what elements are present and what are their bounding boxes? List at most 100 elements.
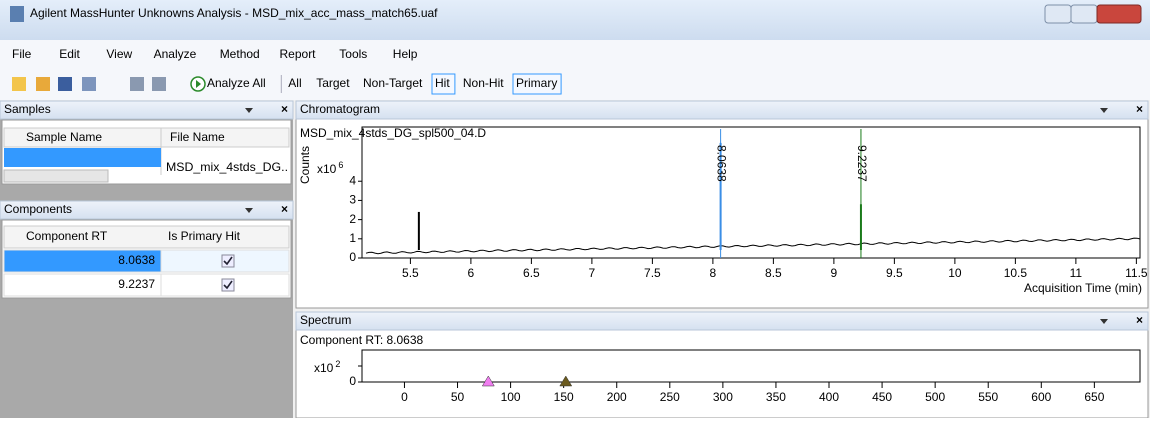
menu-item[interactable]: Help [393,47,418,61]
h-scrollbar[interactable] [3,169,109,183]
x-tick-label: 6 [468,266,475,280]
chromatogram-panel [295,100,1149,309]
panel-dropdown[interactable] [1100,108,1108,113]
menu-item[interactable]: Tools [339,47,367,61]
axis-multiplier: x10 2 [314,359,340,375]
x-tick-label: 350 [766,390,786,404]
toolbar-button[interactable]: All [288,76,301,90]
checkbox[interactable] [221,254,235,268]
panel-dropdown[interactable] [245,208,253,213]
toolbar-icon[interactable] [58,77,72,91]
x-tick-label: 11.5 [1125,266,1148,280]
exponent: 6 [338,160,343,170]
x-tick-label: 500 [925,390,945,404]
spectrum-subtitle: Component RT: 8.0638 [300,333,424,347]
panel-header [0,100,294,120]
row-selector [4,148,161,167]
toolbar-icon[interactable] [152,77,166,91]
x-tick-label: 0 [401,390,408,404]
toolbar-icon[interactable] [36,77,50,91]
menu-item[interactable]: Method [220,47,260,61]
panel-title: Components [4,202,72,216]
toolbar-button[interactable]: Analyze All [207,76,266,90]
x-tick-label: 200 [607,390,627,404]
x-axis-label: Acquisition Time (min) [1024,281,1142,295]
panel-title: Chromatogram [300,102,380,116]
multiplier: x10 [314,361,334,375]
x-tick-label: 650 [1084,390,1104,404]
window-title: Agilent MassHunter Unknowns Analysis - M… [30,6,438,20]
toolbar-button[interactable]: Target [316,76,350,90]
menu-item[interactable]: Analyze [154,47,197,61]
toolbar-icon[interactable] [82,77,96,91]
panel-dropdown[interactable] [245,108,253,113]
spectrum-marker [481,375,495,387]
y-tick-label: 0 [349,374,356,388]
axis-multiplier: x10 6 [317,160,343,176]
panel-title: Spectrum [300,313,351,327]
y-tick-label: 2 [349,212,356,226]
toolbar-button[interactable]: Primary [516,76,557,90]
toolbar-toggle [512,73,562,95]
baseline-trace [365,237,1141,255]
panel-close[interactable]: × [281,102,288,116]
multiplier: x10 [317,162,337,176]
toolbar-icon[interactable] [12,77,26,91]
toolbar-button[interactable]: Non-Hit [463,76,504,90]
table-header [3,225,290,249]
x-tick-label: 150 [554,390,574,404]
component-rt: 8.0638 [118,253,155,267]
panel-dropdown[interactable] [1100,319,1108,324]
column-header: Sample Name [26,130,102,144]
toolbar-button[interactable]: Hit [435,76,450,90]
x-tick-label: 8 [710,266,717,280]
x-tick-label: 10.5 [1004,266,1028,280]
column-header: File Name [170,130,225,144]
y-tick-label: 4 [349,173,356,187]
chromatogram-subtitle: MSD_mix_4stds_DG_spl500_04.D [300,126,486,140]
x-tick-label: 450 [872,390,892,404]
menu-item[interactable]: Report [280,47,317,61]
exponent: 2 [335,359,340,369]
menu-item[interactable]: Edit [59,47,80,61]
y-axis-label: Counts [298,146,312,184]
column-header: Is Primary Hit [168,229,241,243]
app-icon [10,6,24,22]
x-tick-label: 10 [948,266,962,280]
menu-item[interactable]: View [106,47,132,61]
checkmark [223,256,233,266]
toolbar-button[interactable]: Non-Target [363,76,423,90]
checkbox[interactable] [221,278,235,292]
minimize-button[interactable] [1044,4,1072,24]
checkmark [223,280,233,290]
peak-label: 8.0638 [714,145,728,182]
toolbar-toggle [431,73,456,95]
analyze-icon-arrow [196,80,201,88]
panel-close[interactable]: × [1136,313,1143,327]
x-tick-label: 7.5 [644,266,661,280]
x-tick-label: 8.5 [765,266,782,280]
x-tick-label: 550 [978,390,998,404]
close-button[interactable] [1096,4,1142,24]
column-header: Component RT [26,229,108,243]
x-tick-label: 7 [589,266,596,280]
maximize-button[interactable] [1070,4,1098,24]
plot-frame [361,126,1141,259]
panel-close[interactable]: × [1136,102,1143,116]
component-rt: 9.2237 [118,277,155,291]
spectrum-marker [559,375,573,387]
toolbar-icon[interactable] [130,77,144,91]
x-tick-label: 100 [501,390,521,404]
panel-close[interactable]: × [281,202,288,216]
table-header [3,127,290,148]
file-name-cell: MSD_mix_4stds_DG.. [166,160,288,174]
menu-toolbar-area [0,40,1150,100]
menu-item[interactable]: File [12,47,32,61]
x-tick-label: 9.5 [886,266,903,280]
x-tick-label: 11 [1070,266,1083,280]
x-tick-label: 250 [660,390,680,404]
panel-header [295,311,1149,331]
x-tick-label: 6.5 [523,266,540,280]
x-tick-label: 300 [713,390,733,404]
